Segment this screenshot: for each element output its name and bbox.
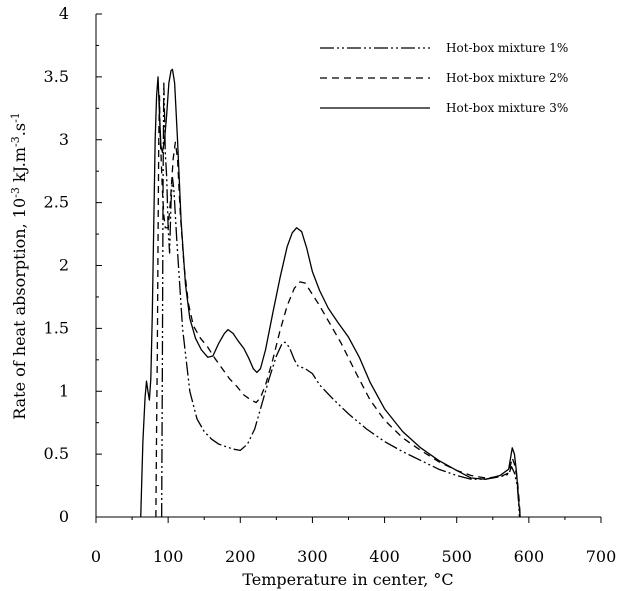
x-axis-title: Temperature in center, °C (242, 570, 453, 589)
series-line-2 (155, 95, 521, 518)
y-tick-label: 4 (59, 4, 69, 23)
y-tick-label: 3.5 (44, 67, 69, 86)
y-tick-label: 3 (59, 130, 69, 149)
y-axis-title: Rate of heat absorption, 10-3 kJ.m-3.s-1 (9, 112, 29, 420)
legend: Hot-box mixture 1% Hot-box mixture 2% Hot-… (320, 41, 568, 115)
series-line-3 (140, 68, 521, 518)
y-tick-label: 1 (59, 381, 69, 400)
x-tick-label: 600 (514, 547, 545, 566)
x-tick-label: 0 (91, 547, 101, 566)
y-axis-ticks: 0 0.5 1 1.5 2 2.5 3 3.5 4 (44, 4, 102, 526)
y-tick-label: 1.5 (44, 318, 69, 337)
y-tick-label: 2.5 (44, 193, 69, 212)
legend-label-1: Hot-box mixture 1% (446, 41, 568, 55)
x-tick-label: 500 (441, 547, 472, 566)
y-tick-label: 0 (59, 507, 69, 526)
x-tick-label: 400 (369, 547, 400, 566)
x-tick-label: 100 (153, 547, 184, 566)
x-axis-ticks: 0 100 200 300 400 500 600 700 (91, 517, 616, 566)
series-line-1 (161, 82, 521, 518)
legend-label-2: Hot-box mixture 2% (446, 71, 568, 85)
y-tick-label: 2 (59, 256, 69, 275)
legend-label-3: Hot-box mixture 3% (446, 101, 568, 115)
x-tick-label: 300 (297, 547, 328, 566)
plot-series (140, 68, 521, 518)
y-tick-label: 0.5 (44, 444, 69, 463)
x-tick-label: 200 (225, 547, 256, 566)
x-tick-label: 700 (586, 547, 617, 566)
